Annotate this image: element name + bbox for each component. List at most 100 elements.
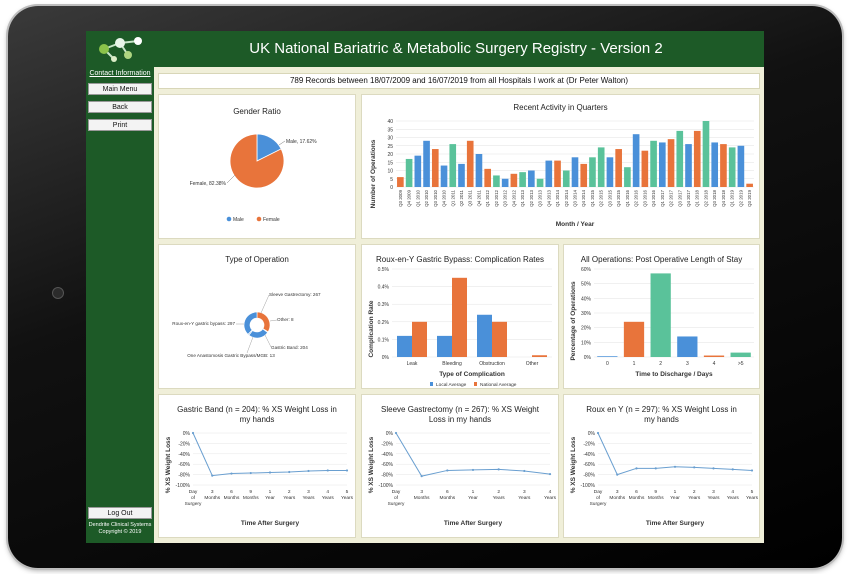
activity-x-tick: Q2 2019 xyxy=(738,189,743,206)
stay-bar xyxy=(597,356,618,357)
recent-activity-panel: Recent Activity in Quarters 0 5 10 15 20 25 30… xyxy=(361,94,760,239)
wl-x-tick: 3 Months xyxy=(414,489,430,501)
comp-y-tick: 0.3% xyxy=(378,302,390,308)
type-chart-title: Type of Operation xyxy=(225,255,289,264)
wl-y-tick: -100% xyxy=(176,483,191,489)
wl-y-tick: -20% xyxy=(381,441,393,447)
wl-y-tick: -80% xyxy=(583,473,595,479)
stay-x-tick: 0 xyxy=(606,361,609,367)
activity-x-tick: Q2 2014 xyxy=(564,189,569,206)
wl-y-tick: -100% xyxy=(581,483,596,489)
stay-bar xyxy=(650,273,671,357)
activity-x-tick: Q1 2018 xyxy=(695,189,700,206)
print-button[interactable]: Print xyxy=(88,119,152,131)
wl-x-tick: 5 Years xyxy=(341,489,354,501)
wl-y-tick: -60% xyxy=(178,462,190,468)
activity-x-tick: Q3 2019 xyxy=(747,189,752,206)
activity-y-tick: 30 xyxy=(387,136,393,142)
type-label: Other: 8 xyxy=(277,317,294,322)
wl-point xyxy=(712,467,715,470)
activity-bar xyxy=(423,140,430,187)
activity-bar xyxy=(632,134,640,187)
activity-x-tick: Q1 2011 xyxy=(450,189,455,206)
type-leader-line xyxy=(246,336,254,354)
wl-y-tick: -60% xyxy=(381,462,393,468)
activity-x-tick: Q3 2010 xyxy=(433,189,438,206)
comp-bar xyxy=(437,335,452,357)
activity-x-tick: Q2 2017 xyxy=(669,189,674,206)
gender-ratio-panel: Gender Ratio Male, 17.62% Female, 82.38% M… xyxy=(158,94,356,239)
activity-bar-chart: 0 5 10 15 20 25 30 35 40 Q3 2009 Q4 2009 Q1 2010 Q2 … xyxy=(370,119,754,228)
wl-y-tick: -100% xyxy=(379,483,394,489)
activity-y-tick: 40 xyxy=(387,119,393,125)
activity-x-tick: Q2 2011 xyxy=(459,189,464,206)
activity-bar xyxy=(562,170,570,187)
back-button[interactable]: Back xyxy=(88,101,152,113)
comp-legend-swatch xyxy=(474,382,477,386)
stay-x-tick: 2 xyxy=(659,361,662,367)
wl-point xyxy=(230,472,233,475)
stay-y-tick: 10% xyxy=(581,340,592,346)
wl-y-axis-title: % XS Weight Loss xyxy=(570,436,577,493)
gender-leader-line-female xyxy=(226,174,236,184)
wl-point xyxy=(654,467,657,470)
wl-x-tick: 2 Years xyxy=(688,489,701,501)
comp-y-tick: 0% xyxy=(382,355,390,361)
contact-information-link[interactable]: Contact Information xyxy=(89,70,151,77)
comp-x-tick: Bleeding xyxy=(442,361,462,367)
activity-bar xyxy=(484,168,492,187)
wl-point xyxy=(471,468,475,472)
type-of-operation-panel: Type of Operation Sleeve Gastrectomy: 26… xyxy=(158,244,356,389)
wl-x-tick: 9 Months xyxy=(243,489,259,501)
comp-y-tick: 0.1% xyxy=(378,337,390,343)
activity-x-tick: Q4 2015 xyxy=(616,189,621,206)
comp-x-tick: Leak xyxy=(407,361,418,367)
main-menu-button[interactable]: Main Menu xyxy=(88,83,152,95)
footer-company: Dendrite Clinical Systems xyxy=(88,522,152,528)
wl-point xyxy=(268,471,272,474)
activity-x-tick: Q4 2009 xyxy=(407,189,412,206)
sleeve-chart-title: Sleeve Gastrectomy (n = 267): % XS Weigh… xyxy=(381,405,539,424)
wl-point xyxy=(497,468,500,471)
app-screen: UK National Bariatric & Metabolic Surger… xyxy=(86,31,764,543)
wl-x-tick: 5 Years xyxy=(746,489,759,501)
activity-bar xyxy=(431,149,439,187)
type-label: One Anastomosis Gastric Bypass/MGB: 13 xyxy=(187,353,275,358)
activity-x-tick: Q1 2014 xyxy=(555,189,560,206)
wl-y-tick: -40% xyxy=(381,452,393,458)
type-label: Gastric Band: 204 xyxy=(271,345,308,350)
wl-point xyxy=(288,470,291,474)
legend-swatch-male xyxy=(226,216,232,222)
stay-x-tick: >5 xyxy=(738,361,744,367)
activity-y-tick: 5 xyxy=(390,177,393,183)
log-out-button[interactable]: Log Out xyxy=(88,507,152,519)
activity-bar xyxy=(414,155,422,187)
comp-bar xyxy=(412,321,427,357)
activity-y-tick: 20 xyxy=(387,152,393,158)
wl-x-tick: 3 Years xyxy=(707,489,720,501)
activity-x-tick: Q3 2013 xyxy=(538,189,543,206)
legend-label-female: Female xyxy=(263,217,280,223)
wl-y-axis-title: % XS Weight Loss xyxy=(368,436,375,493)
activity-x-tick: Q3 2016 xyxy=(642,189,647,206)
wl-y-tick: -60% xyxy=(583,462,595,468)
stay-bar xyxy=(677,336,698,357)
activity-x-tick: Q4 2012 xyxy=(511,189,516,206)
wl-x-tick: Day of Surgery xyxy=(590,489,607,507)
sleeve-weight-loss-panel: Sleeve Gastrectomy (n = 267): % XS Weigh… xyxy=(361,394,559,538)
activity-x-tick: Q1 2019 xyxy=(730,189,735,206)
gender-pie-chart: Male, 17.62% Female, 82.38% Male Female xyxy=(190,133,317,223)
activity-bar xyxy=(658,142,666,187)
wl-point xyxy=(249,471,252,475)
activity-bar xyxy=(397,177,404,187)
activity-y-tick: 35 xyxy=(387,127,393,133)
type-leader-line xyxy=(264,334,272,348)
wl-x-tick: 4 Years xyxy=(544,489,557,501)
wl-x-tick: 1 Year xyxy=(265,489,275,501)
wl-x-tick: 1 Year xyxy=(670,489,680,501)
activity-x-tick: Q2 2013 xyxy=(529,189,534,206)
activity-bar xyxy=(475,154,483,187)
wl-x-tick: Day of Surgery xyxy=(185,489,202,507)
wl-x-tick: 6 Months xyxy=(224,489,240,501)
